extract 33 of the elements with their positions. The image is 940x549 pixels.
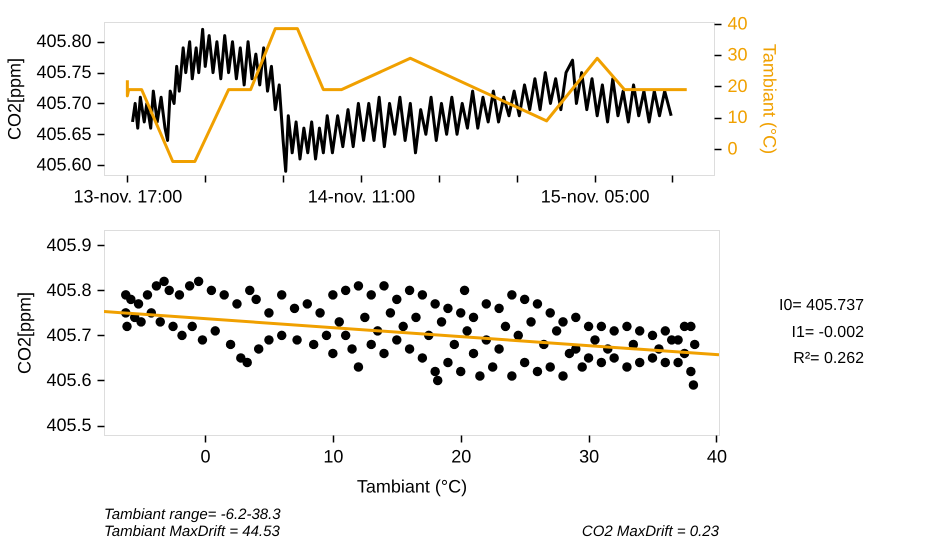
y-tick-label: 405.7 bbox=[46, 324, 92, 345]
y-tick-label: 405.8 bbox=[46, 280, 92, 300]
x-tick-label: 40 bbox=[706, 446, 727, 466]
y2-axis-title: Tambiant (°C) bbox=[760, 44, 780, 154]
y-tick-label: 405.9 bbox=[46, 234, 92, 255]
x-tick-label: 0 bbox=[200, 446, 211, 466]
text: Tambiant MaxDrift = 44.53 bbox=[104, 523, 280, 540]
y-axis-title: CO2[ppm] bbox=[4, 58, 24, 140]
text: CO2 MaxDrift = 0.23 bbox=[582, 523, 720, 540]
y-tick-label: 405.70 bbox=[36, 92, 92, 113]
x-axis-title: Tambiant (°C) bbox=[356, 476, 468, 496]
y2-tick-label: 0 bbox=[728, 138, 738, 159]
y2-tick-label: 10 bbox=[728, 107, 748, 128]
y-tick-label: 405.65 bbox=[36, 124, 92, 144]
x-tick-label: 14-nov. 11:00 bbox=[308, 186, 416, 206]
y-tick-label: 405.60 bbox=[36, 154, 92, 175]
y-tick-label: 405.75 bbox=[36, 62, 92, 82]
x-tick-label: 20 bbox=[451, 446, 472, 466]
text: Tambiant range= -6.2-38.3 bbox=[104, 506, 282, 523]
y-axis-title: CO2[ppm] bbox=[14, 292, 34, 374]
y2-tick-label: 20 bbox=[728, 76, 748, 96]
text: I0= 405.737 bbox=[779, 297, 864, 314]
x-tick-label: 15-nov. 05:00 bbox=[540, 186, 650, 206]
y2-tick-label: 40 bbox=[728, 13, 748, 34]
y-tick-label: 405.6 bbox=[46, 370, 92, 390]
x-tick-label: 30 bbox=[579, 446, 600, 466]
text: I1= -0.002 bbox=[792, 324, 864, 341]
y-tick-label: 405.80 bbox=[36, 31, 92, 52]
y2-tick-label: 30 bbox=[728, 44, 748, 65]
x-tick-label: 10 bbox=[323, 446, 344, 466]
text: R²= 0.262 bbox=[793, 350, 864, 367]
x-tick-label: 13-nov. 17:00 bbox=[73, 186, 182, 206]
y-tick-label: 405.5 bbox=[46, 415, 92, 436]
